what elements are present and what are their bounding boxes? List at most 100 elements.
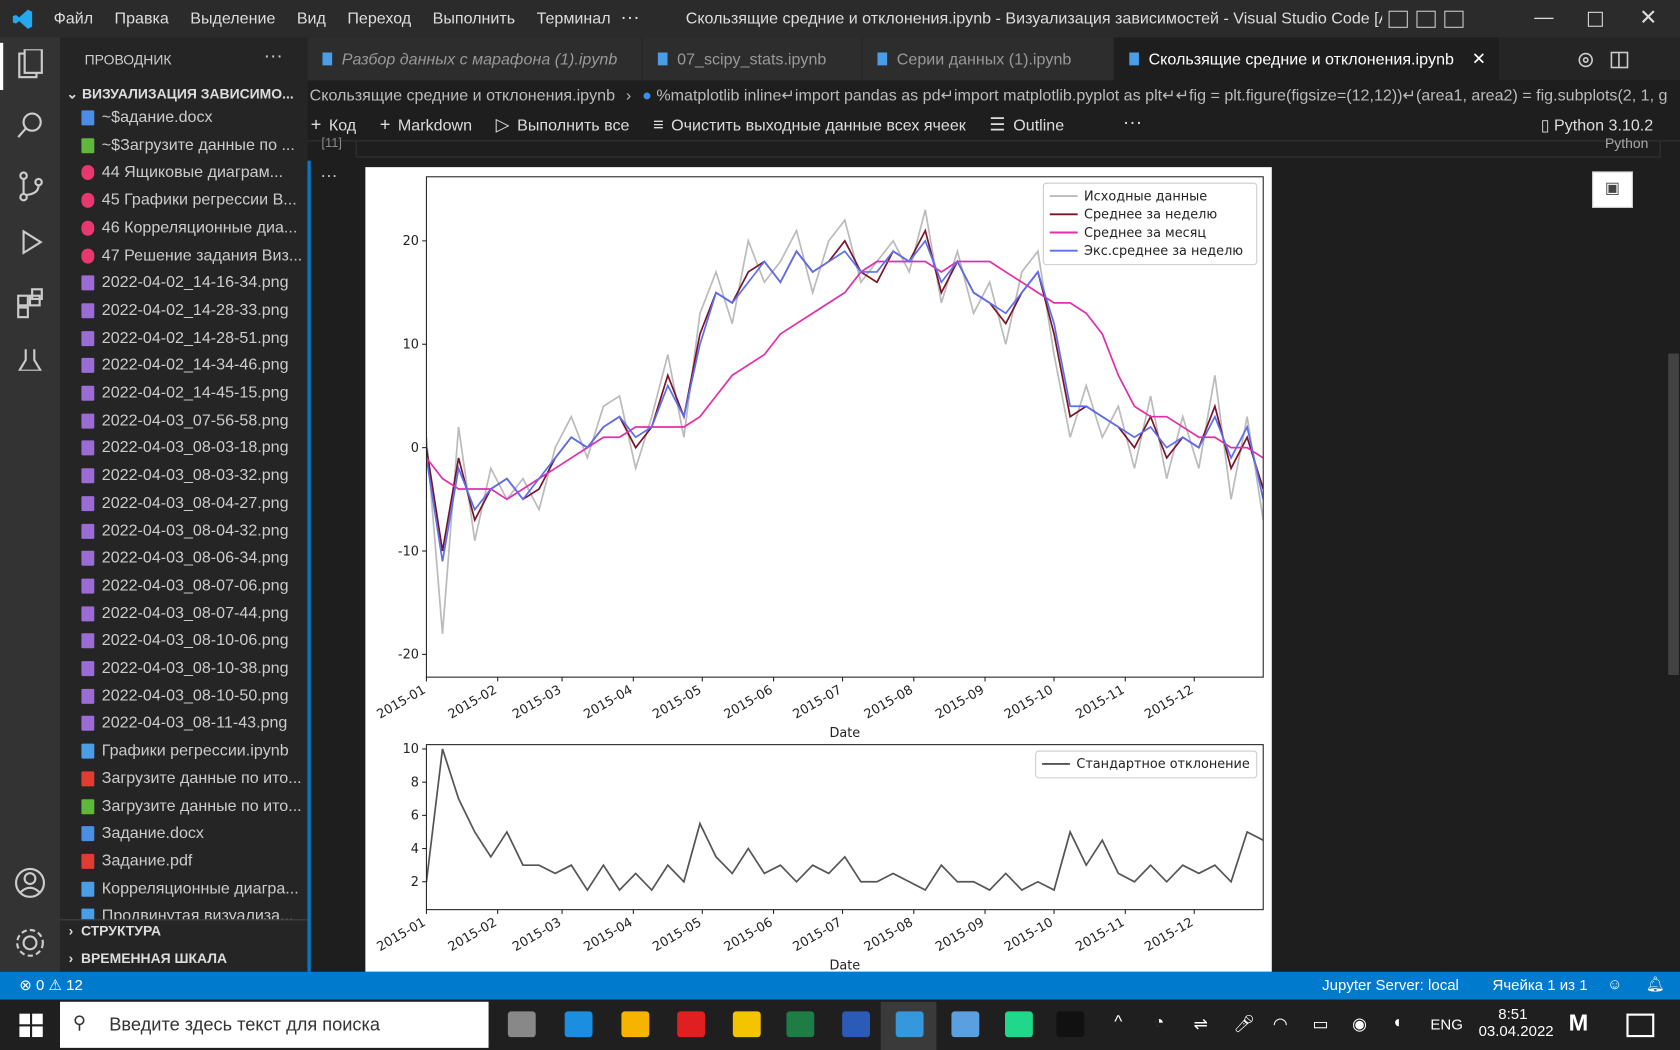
more-menu[interactable]: ··· xyxy=(620,6,640,28)
tab[interactable]: Разбор данных с марафона (1).ipynb xyxy=(307,37,642,81)
tray-icon[interactable]: ⇌ xyxy=(1193,1015,1208,1034)
file-item[interactable]: 2022-04-02_14-28-33.png xyxy=(60,298,308,325)
file-item[interactable]: 2022-04-03_08-03-18.png xyxy=(60,435,308,462)
breadcrumb-item[interactable]: Скользящие средние и отклонения.ipynb xyxy=(309,86,616,106)
save-output[interactable]: ▣ xyxy=(1592,171,1633,208)
file-item[interactable]: Графики регрессии.ipynb xyxy=(60,738,308,765)
kernel-picker[interactable]: ▯ Python 3.10.2 xyxy=(1540,116,1654,136)
tray-icon[interactable]: ◔ xyxy=(1153,1013,1165,1032)
tray-icon[interactable]: 🎤︎ xyxy=(1233,1015,1255,1034)
menu-item[interactable]: Правка xyxy=(114,9,169,28)
taskbar-app[interactable] xyxy=(1005,1011,1033,1038)
active-tab[interactable]: Скользящие средние и отклонения.ipynb ✕ xyxy=(1114,37,1499,81)
file-item[interactable]: 2022-04-03_08-11-43.png xyxy=(60,711,308,738)
file-item[interactable]: 2022-04-03_07-56-58.png xyxy=(60,408,308,435)
menu-item[interactable]: Выполнить xyxy=(432,9,516,28)
tray-icon[interactable]: ^ xyxy=(1114,1013,1123,1032)
toolbar-more[interactable]: ··· xyxy=(1122,111,1143,133)
taskbar-app[interactable] xyxy=(895,1011,924,1038)
menu-item[interactable]: Терминал xyxy=(536,9,611,28)
file-item[interactable]: 2022-04-03_08-10-06.png xyxy=(60,628,308,655)
file-item[interactable]: 2022-04-02_14-16-34.png xyxy=(60,270,308,297)
clock[interactable]: 8:51 03.04.2022 xyxy=(1479,1005,1554,1039)
taskbar-app[interactable] xyxy=(951,1011,980,1038)
folder-header[interactable]: ⌄ ВИЗУАЛИЗАЦИЯ ЗАВИСИМО... xyxy=(66,85,294,102)
tray-icon[interactable]: ◖ xyxy=(1391,1013,1403,1032)
taskbar-app[interactable] xyxy=(621,1011,650,1038)
section-header[interactable]: › СТРУКТУРА xyxy=(68,922,162,939)
language[interactable]: ENG xyxy=(1430,1015,1463,1033)
file-item[interactable]: Задание.docx xyxy=(60,821,308,848)
scrollbar[interactable] xyxy=(1668,353,1679,676)
file-item[interactable]: 2022-04-03_08-03-32.png xyxy=(60,463,308,490)
file-item[interactable]: 2022-04-02_14-34-46.png xyxy=(60,353,308,380)
file-item[interactable]: ~$адание.docx xyxy=(60,105,308,132)
feedback[interactable]: ☺ xyxy=(1607,975,1623,993)
toolbar-button[interactable]: ▷ Выполнить все xyxy=(496,115,630,136)
toolbar-button[interactable]: + Markdown xyxy=(380,115,472,136)
action-center[interactable] xyxy=(1626,1013,1655,1038)
file-item[interactable]: Задание.pdf xyxy=(60,848,308,875)
minimize[interactable]: — xyxy=(1534,6,1554,28)
layout-toggle[interactable] xyxy=(1416,10,1436,28)
tray-icon[interactable]: ◠ xyxy=(1272,1015,1288,1034)
file-item[interactable]: Продвинутая визуализа... xyxy=(60,904,308,920)
file-item[interactable]: 2022-04-02_14-28-51.png xyxy=(60,325,308,352)
breadcrumb-item[interactable]: %matplotlib inline↵import pandas as pd↵i… xyxy=(656,86,1668,106)
file-item[interactable]: 2022-04-03_08-06-34.png xyxy=(60,546,308,573)
account-settings-icons[interactable] xyxy=(13,866,47,962)
editor-actions[interactable] xyxy=(1577,49,1637,70)
file-item[interactable]: 2022-04-03_08-04-32.png xyxy=(60,518,308,545)
restore[interactable] xyxy=(1587,11,1603,27)
section-header[interactable]: › ВРЕМЕННАЯ ШКАЛА xyxy=(68,950,228,967)
file-item[interactable]: 2022-04-03_08-07-44.png xyxy=(60,601,308,628)
cell-editor[interactable] xyxy=(355,141,1661,158)
jupyter-server[interactable]: Jupyter Server: local xyxy=(1322,976,1459,994)
file-item[interactable]: Загрузите данные по ито... xyxy=(60,766,308,793)
close[interactable]: ✕ xyxy=(1639,6,1658,31)
file-item[interactable]: ~$Загрузите данные по ... xyxy=(60,133,308,160)
toolbar-button[interactable]: + Код xyxy=(311,115,356,136)
sidebar-more[interactable]: ··· xyxy=(263,45,283,67)
activity-icons[interactable] xyxy=(15,49,47,371)
toolbar-button[interactable]: ☰ Outline xyxy=(989,115,1064,136)
file-item[interactable]: 47 Решение задания Виз... xyxy=(60,243,308,270)
layout-toggle[interactable] xyxy=(1444,10,1464,28)
layout-toggle[interactable] xyxy=(1388,10,1408,28)
problems[interactable]: ⊗ 0 ⚠ 12 xyxy=(19,976,83,994)
taskbar-app[interactable] xyxy=(507,1011,536,1038)
cell-language[interactable]: Python xyxy=(1605,135,1649,152)
file-item[interactable]: Загрузите данные по ито... xyxy=(60,793,308,820)
file-item[interactable]: 2022-04-03_08-07-06.png xyxy=(60,573,308,600)
start-button[interactable] xyxy=(19,1013,43,1038)
file-item[interactable]: 2022-04-02_14-45-15.png xyxy=(60,380,308,407)
toolbar-button[interactable]: ≡ Очистить выходные данные всех ячеек xyxy=(653,115,966,136)
tab[interactable]: Серии данных (1).ipynb xyxy=(862,37,1114,81)
tray-icon[interactable]: ▭ xyxy=(1312,1015,1329,1034)
file-item[interactable]: 45 Графики регрессии В... xyxy=(60,188,308,215)
menu-item[interactable]: Переход xyxy=(347,9,412,28)
file-item[interactable]: 2022-04-03_08-10-38.png xyxy=(60,656,308,683)
file-item[interactable]: 2022-04-03_08-04-27.png xyxy=(60,490,308,517)
taskbar-app[interactable] xyxy=(564,1011,593,1038)
taskbar-app[interactable] xyxy=(677,1011,706,1038)
file-item[interactable]: 2022-04-03_08-10-50.png xyxy=(60,683,308,710)
file-item[interactable]: 44 Ящиковые диаграм... xyxy=(60,160,308,187)
cell-indicator[interactable]: Ячейка 1 из 1 xyxy=(1492,976,1588,994)
taskbar-app[interactable] xyxy=(1056,1011,1085,1038)
file-item[interactable]: Корреляционные диагра... xyxy=(60,876,308,903)
taskbar-app[interactable] xyxy=(732,1011,761,1038)
menu-item[interactable]: Выделение xyxy=(190,9,276,28)
tray-icon[interactable]: ◉ xyxy=(1352,1015,1368,1034)
menu-item[interactable]: Вид xyxy=(296,9,326,28)
output-menu[interactable]: ··· xyxy=(320,167,338,186)
tab-close[interactable]: ✕ xyxy=(1471,50,1487,69)
taskbar-app[interactable] xyxy=(842,1011,871,1038)
taskbar-app[interactable] xyxy=(786,1011,815,1038)
search-box[interactable]: ⚲ Введите здесь текст для поиска xyxy=(60,1001,489,1048)
app-logo[interactable]: M xyxy=(1568,1009,1589,1037)
notifications[interactable]: 🔔︎ xyxy=(1645,975,1665,993)
tab[interactable]: 07_scipy_stats.ipynb xyxy=(642,37,862,81)
menu-item[interactable]: Файл xyxy=(53,9,94,28)
file-item[interactable]: 46 Корреляционные диа... xyxy=(60,215,308,242)
